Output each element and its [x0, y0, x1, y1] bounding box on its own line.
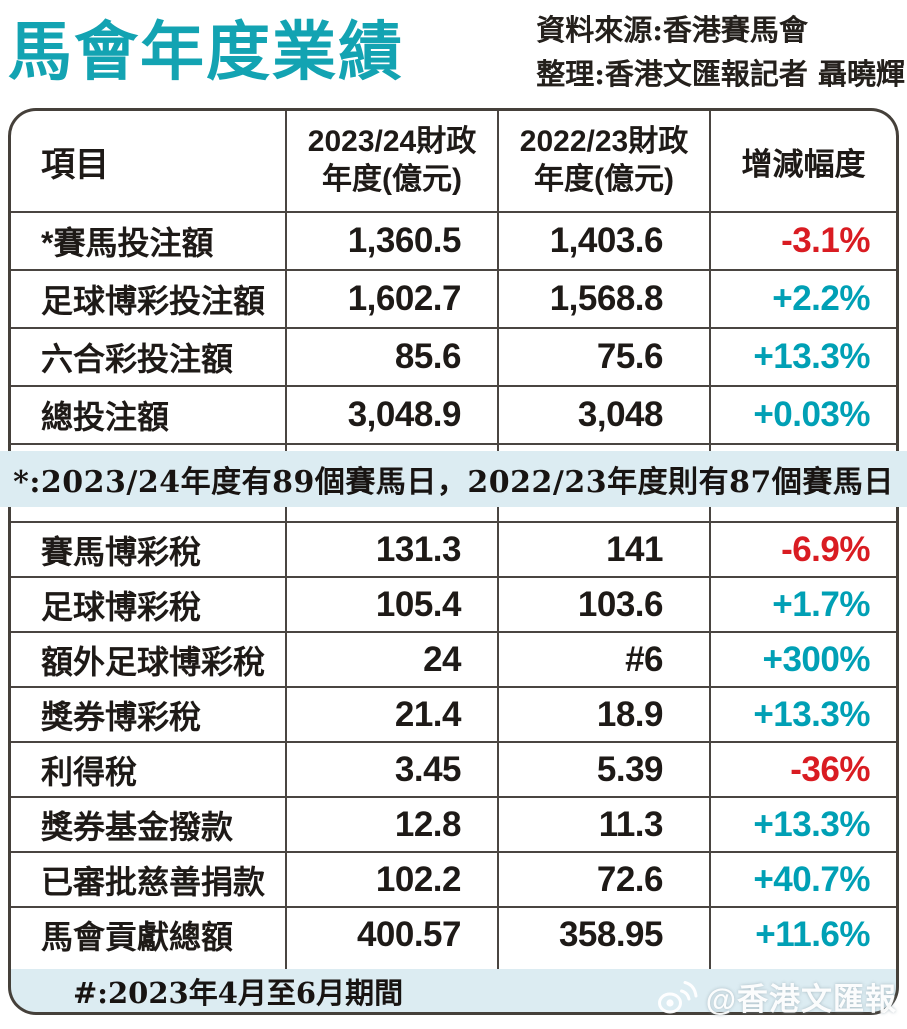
- page-header: 馬會年度業績 資料來源:香港賽馬會 整理:香港文匯報記者 聶曉輝: [0, 0, 907, 108]
- value-fy2223: 5.39: [497, 743, 709, 796]
- change-percent: -6.9%: [709, 523, 896, 576]
- value-fy2223: 1,403.6: [497, 213, 709, 269]
- table-header-row: 項目 2023/24財政 年度(億元) 2022/23財政 年度(億元) 增減幅…: [11, 111, 896, 211]
- col-header-change: 增減幅度: [709, 111, 896, 211]
- table-row: 額外足球博彩稅 24 #6 +300%: [11, 631, 896, 686]
- table-row: *賽馬投注額 1,360.5 1,403.6 -3.1%: [11, 211, 896, 269]
- row-label: 總投注額: [41, 399, 170, 435]
- watermark-handle: @香港文匯報: [705, 982, 897, 1017]
- value-fy2223: 103.6: [497, 578, 709, 631]
- source-credit: 資料來源:香港賽馬會 整理:香港文匯報記者 聶曉輝: [536, 8, 905, 96]
- table-upper-section: 項目 2023/24財政 年度(億元) 2022/23財政 年度(億元) 增減幅…: [8, 108, 899, 443]
- table-row: 足球博彩稅 105.4 103.6 +1.7%: [11, 576, 896, 631]
- table-lower-section: 賽馬博彩稅 131.3 141 -6.9% 足球博彩稅 105.4 103.6 …: [8, 521, 899, 961]
- results-table: 項目 2023/24財政 年度(億元) 2022/23財政 年度(億元) 增減幅…: [0, 108, 907, 1015]
- table-row: 馬會貢獻總額 400.57 358.95 +11.6%: [11, 906, 896, 961]
- value-fy2324: 102.2: [285, 853, 497, 906]
- col-header-fy2324: 2023/24財政 年度(億元): [285, 111, 497, 211]
- value-fy2324: 131.3: [285, 523, 497, 576]
- source-line: 資料來源:香港賽馬會: [536, 13, 808, 47]
- change-percent: +13.3%: [709, 798, 896, 851]
- row-label: 獎券博彩稅: [41, 698, 202, 735]
- change-percent: -36%: [709, 743, 896, 796]
- table-row: 獎券基金撥款 12.8 11.3 +13.3%: [11, 796, 896, 851]
- weibo-watermark: @香港文匯報: [656, 974, 897, 1019]
- value-fy2324: 12.8: [285, 798, 497, 851]
- value-fy2223: 1,568.8: [497, 271, 709, 327]
- column-rule-spacer: [8, 507, 899, 521]
- row-label: 獎券基金撥款: [41, 808, 234, 845]
- row-label: 利得稅: [41, 753, 138, 790]
- table-row: 已審批慈善捐款 102.2 72.6 +40.7%: [11, 851, 896, 906]
- value-fy2324: 21.4: [285, 688, 497, 741]
- table-row: 獎券博彩稅 21.4 18.9 +13.3%: [11, 686, 896, 741]
- value-fy2223: 11.3: [497, 798, 709, 851]
- table-row: 六合彩投注額 85.6 75.6 +13.3%: [11, 327, 896, 385]
- column-rule-spacer: [8, 961, 899, 969]
- row-label: 賽馬博彩稅: [41, 533, 202, 570]
- row-label: 足球博彩投注額: [41, 283, 266, 319]
- value-fy2324: 105.4: [285, 578, 497, 631]
- col-header-item: 項目: [41, 145, 109, 184]
- period-note: #:2023年4月至6月期間: [8, 969, 899, 1015]
- weibo-icon: [656, 978, 698, 1016]
- row-label: *賽馬投注額: [41, 225, 214, 261]
- value-fy2223: 75.6: [497, 329, 709, 385]
- value-fy2324: 24: [285, 633, 497, 686]
- change-percent: +13.3%: [709, 688, 896, 741]
- change-percent: +13.3%: [709, 329, 896, 385]
- column-rule-spacer: [8, 443, 899, 451]
- value-fy2223: 3,048: [497, 387, 709, 443]
- change-percent: +40.7%: [709, 853, 896, 906]
- col-header-fy2223: 2022/23財政 年度(億元): [497, 111, 709, 211]
- row-label: 馬會貢獻總額: [41, 918, 234, 955]
- change-percent: +11.6%: [709, 908, 896, 961]
- change-percent: +1.7%: [709, 578, 896, 631]
- value-fy2223: 141: [497, 523, 709, 576]
- table-row: 利得稅 3.45 5.39 -36%: [11, 741, 896, 796]
- change-percent: +0.03%: [709, 387, 896, 443]
- row-label: 額外足球博彩稅: [41, 643, 266, 680]
- value-fy2324: 3.45: [285, 743, 497, 796]
- table-row: 賽馬博彩稅 131.3 141 -6.9%: [11, 521, 896, 576]
- value-fy2223: 358.95: [497, 908, 709, 961]
- value-fy2223: 72.6: [497, 853, 709, 906]
- table-row: 足球博彩投注額 1,602.7 1,568.8 +2.2%: [11, 269, 896, 327]
- race-days-note: *:2023/24年度有89個賽馬日，2022/23年度則有87個賽馬日: [0, 451, 907, 507]
- value-fy2223: 18.9: [497, 688, 709, 741]
- change-percent: -3.1%: [709, 213, 896, 269]
- table-row: 總投注額 3,048.9 3,048 +0.03%: [11, 385, 896, 443]
- value-fy2324: 400.57: [285, 908, 497, 961]
- page-title: 馬會年度業績: [8, 16, 404, 88]
- change-percent: +300%: [709, 633, 896, 686]
- value-fy2324: 1,360.5: [285, 213, 497, 269]
- value-fy2324: 85.6: [285, 329, 497, 385]
- row-label: 六合彩投注額: [41, 341, 234, 377]
- editor-line: 整理:香港文匯報記者 聶曉輝: [536, 57, 905, 91]
- value-fy2324: 1,602.7: [285, 271, 497, 327]
- value-fy2324: 3,048.9: [285, 387, 497, 443]
- row-label: 已審批慈善捐款: [41, 863, 266, 900]
- value-fy2223: #6: [497, 633, 709, 686]
- change-percent: +2.2%: [709, 271, 896, 327]
- row-label: 足球博彩稅: [41, 588, 202, 625]
